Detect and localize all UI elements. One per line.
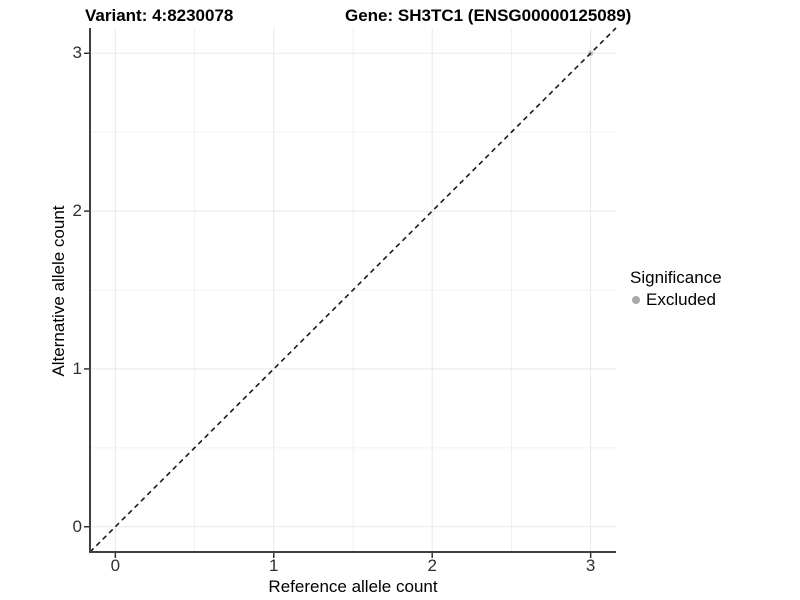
x-axis-title: Reference allele count bbox=[268, 577, 438, 596]
variant-title: Variant: 4:8230078 bbox=[85, 6, 234, 25]
y-tick-label: 3 bbox=[72, 43, 82, 63]
legend: Significance Excluded bbox=[630, 268, 722, 310]
legend-item: Excluded bbox=[632, 290, 722, 310]
y-axis-title: Alternative allele count bbox=[49, 205, 68, 377]
y-tick-label: 1 bbox=[72, 358, 82, 378]
x-tick-label: 1 bbox=[269, 556, 279, 575]
x-tick-label: 2 bbox=[427, 556, 437, 575]
y-tick-label: 0 bbox=[72, 516, 82, 536]
legend-items: Excluded bbox=[630, 290, 722, 310]
legend-point-icon bbox=[632, 296, 640, 304]
x-tick-label: 3 bbox=[585, 556, 596, 575]
gene-title: Gene: SH3TC1 (ENSG00000125089) bbox=[345, 6, 632, 25]
legend-title: Significance bbox=[630, 268, 722, 287]
y-tick-label: 2 bbox=[72, 201, 82, 221]
identity-dashed-line bbox=[89, 27, 617, 553]
legend-item-label: Excluded bbox=[646, 290, 716, 309]
x-tick-label: 0 bbox=[110, 556, 121, 575]
